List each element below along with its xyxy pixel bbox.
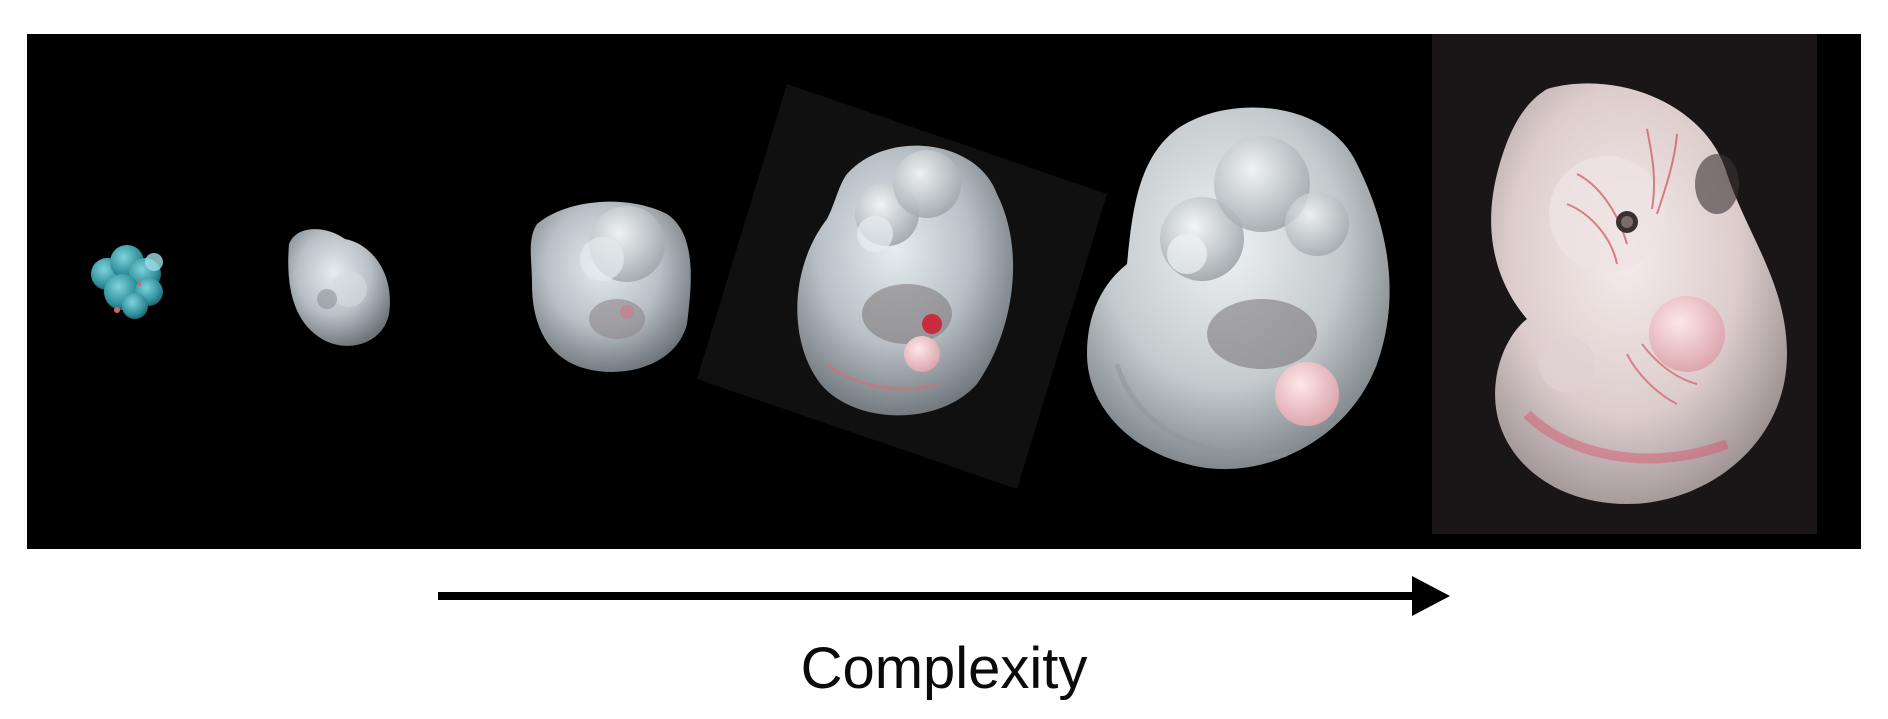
embryo-illustration (91, 34, 1817, 534)
curled-embryo-shape (530, 201, 691, 372)
mid-embryo-group (697, 84, 1107, 489)
embryo-photo-panel (27, 34, 1861, 549)
late-embryo-shape (1087, 107, 1390, 470)
fetus-group (1432, 34, 1817, 534)
morula-cluster (91, 245, 163, 319)
early-embryo-shape (288, 229, 390, 346)
caption-text: Complexity (800, 636, 1088, 701)
